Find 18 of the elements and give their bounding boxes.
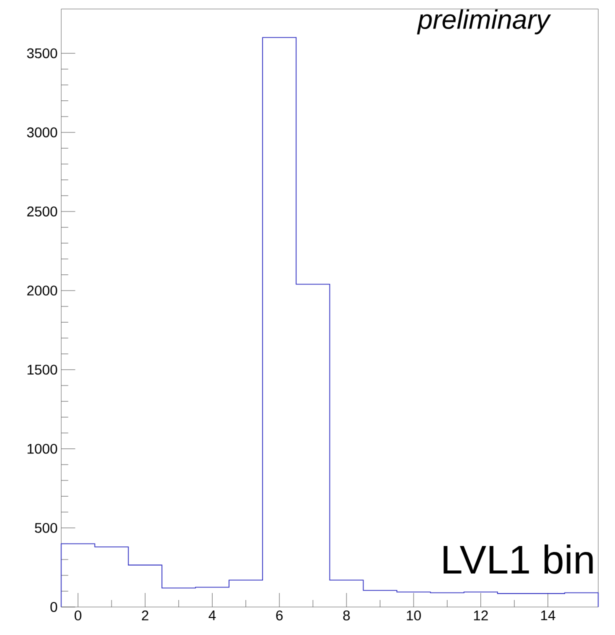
y-tick-label: 2500: [27, 206, 58, 216]
y-tick-label: 3000: [27, 127, 58, 138]
x-tick-label: 4: [208, 610, 216, 620]
x-tick-label: 8: [343, 610, 350, 620]
x-tick-label: 6: [276, 610, 283, 620]
annotation: LVL1 bin: [444, 544, 593, 574]
y-tick-label: 0: [50, 602, 58, 612]
x-tick-label: 12: [474, 610, 488, 620]
y-tick-label: 2000: [27, 286, 58, 296]
x-tick-label: 14: [541, 610, 556, 620]
x-tick-label: 2: [142, 610, 148, 620]
x-tick-label: 10: [406, 610, 421, 620]
y-tick-label: 500: [34, 522, 58, 533]
x-tick-label: 0: [74, 610, 82, 620]
y-tick-label: 3500: [27, 48, 58, 58]
y-tick-label: 1000: [28, 444, 58, 454]
y-tick-label: 1500: [28, 364, 58, 375]
annotation: preliminary: [416, 9, 552, 34]
